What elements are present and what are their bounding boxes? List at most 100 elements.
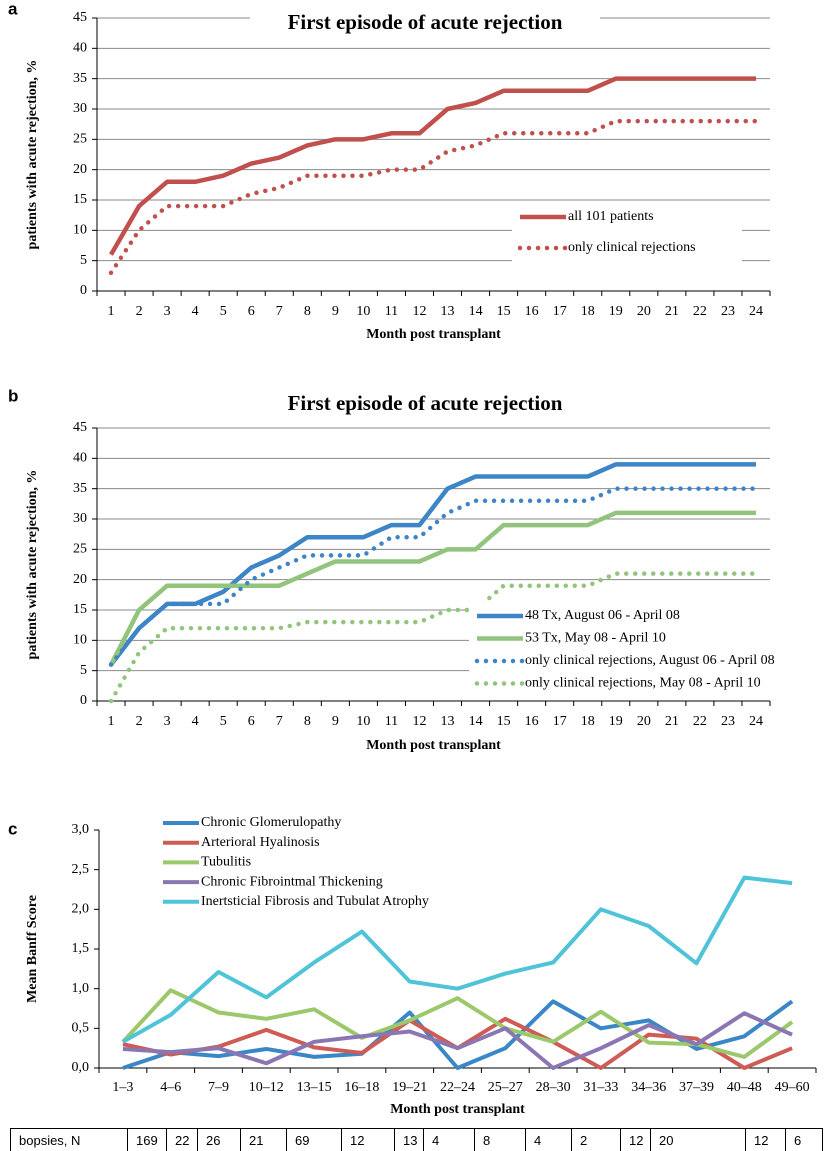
- legend-label: only clinical rejections, August 06 - Ap…: [525, 653, 775, 668]
- table-cell: 2: [571, 1128, 621, 1151]
- table-cell: 6: [785, 1128, 823, 1151]
- x-tick-label: 16: [525, 714, 539, 729]
- chart-title: First episode of acute rejection: [288, 391, 563, 415]
- table-cell: 4: [525, 1128, 572, 1151]
- x-tick-label: 1–3: [112, 1080, 133, 1095]
- y-tick-label: 15: [73, 192, 87, 207]
- x-tick-label: 11: [385, 714, 398, 729]
- table-cell: 22: [166, 1128, 198, 1151]
- y-tick-label: 30: [73, 101, 87, 116]
- legend-bg: [512, 203, 742, 269]
- legend-label: Tubulitis: [201, 855, 251, 870]
- x-tick-label: 1: [108, 304, 115, 319]
- y-axis-label: patients with acute rejection, %: [25, 470, 40, 660]
- x-tick-label: 22–24: [440, 1080, 475, 1095]
- x-tick-label: 23: [721, 304, 735, 319]
- x-tick-label: 40–48: [727, 1080, 762, 1095]
- x-tick-label: 34–36: [631, 1080, 666, 1095]
- y-tick-label: 2,0: [72, 902, 90, 917]
- y-tick-label: 40: [73, 451, 87, 466]
- legend-label: 48 Tx, August 06 - April 08: [525, 608, 680, 623]
- x-tick-label: 12: [412, 714, 426, 729]
- table-cell: 26: [197, 1128, 241, 1151]
- x-tick-label: 19–21: [392, 1080, 427, 1095]
- y-tick-label: 15: [73, 602, 87, 617]
- x-tick-label: 21: [665, 714, 679, 729]
- series-line: [108, 571, 759, 704]
- y-tick-label: 40: [73, 41, 87, 56]
- legend-bg: [469, 602, 834, 696]
- series-line: [109, 76, 756, 256]
- x-tick-label: 2: [136, 304, 143, 319]
- title-bg: [250, 10, 600, 38]
- x-tick-label: 15: [497, 714, 511, 729]
- x-tick-label: 9: [332, 714, 339, 729]
- x-tick-label: 18: [581, 714, 595, 729]
- x-tick-label: 5: [220, 304, 227, 319]
- table-cell: 4: [423, 1128, 475, 1151]
- x-tick-label: 1: [108, 714, 115, 729]
- y-tick-label: 35: [73, 71, 87, 86]
- y-tick-label: 25: [73, 542, 87, 557]
- x-tick-label: 2: [136, 714, 143, 729]
- table-cell: 8: [474, 1128, 526, 1151]
- series-line: [109, 462, 756, 666]
- y-tick-label: 5: [80, 663, 87, 678]
- x-tick-label: 7–9: [208, 1080, 229, 1095]
- y-tick-label: 5: [80, 253, 87, 268]
- legend-label: only clinical rejections, May 08 - April…: [525, 676, 761, 691]
- x-tick-label: 9: [332, 304, 339, 319]
- x-tick-label: 4–6: [160, 1080, 181, 1095]
- legend-label: Inertsticial Fibrosis and Tubulat Atroph…: [201, 894, 429, 909]
- x-tick-label: 10: [356, 714, 370, 729]
- x-tick-label: 13–15: [297, 1080, 332, 1095]
- x-tick-label: 10: [356, 304, 370, 319]
- legend-label: Chronic Glomerulopathy: [201, 815, 341, 830]
- table-cell: 20: [650, 1128, 746, 1151]
- chart-title: First episode of acute rejection: [288, 10, 563, 34]
- y-tick-label: 20: [73, 572, 87, 587]
- y-tick-label: 35: [73, 481, 87, 496]
- table-cell: 12: [620, 1128, 651, 1151]
- x-axis-label: Month post transplant: [390, 1102, 525, 1117]
- legend-label: only clinical rejections: [568, 240, 696, 255]
- x-tick-label: 21: [665, 304, 679, 319]
- series-line: [109, 510, 756, 666]
- x-tick-label: 17: [553, 714, 567, 729]
- x-tick-label: 28–30: [536, 1080, 571, 1095]
- x-tick-label: 19: [609, 304, 623, 319]
- x-axis-label: Month post transplant: [366, 738, 501, 753]
- x-tick-label: 24: [749, 714, 763, 729]
- table-cell: 13: [394, 1128, 424, 1151]
- x-tick-label: 14: [469, 714, 483, 729]
- x-tick-label: 3: [164, 304, 171, 319]
- x-tick-label: 15: [497, 304, 511, 319]
- y-tick-label: 0,0: [72, 1060, 90, 1075]
- x-tick-label: 17: [553, 304, 567, 319]
- table-cell: 69: [286, 1128, 342, 1151]
- y-tick-label: 1,0: [72, 981, 90, 996]
- y-axis-label: patients with acute rejection, %: [25, 60, 40, 250]
- table-cell: bopsies, N: [10, 1128, 128, 1151]
- y-tick-label: 0,5: [72, 1021, 90, 1036]
- y-axis-label: Mean Banff Score: [25, 895, 40, 1003]
- x-tick-label: 18: [581, 304, 595, 319]
- panel-label: b: [8, 386, 18, 405]
- x-tick-label: 16: [525, 304, 539, 319]
- x-tick-label: 7: [276, 714, 283, 729]
- x-tick-label: 49–60: [775, 1080, 810, 1095]
- x-tick-label: 13: [441, 304, 455, 319]
- x-tick-label: 14: [469, 304, 483, 319]
- x-tick-label: 16–18: [344, 1080, 379, 1095]
- x-tick-label: 22: [693, 304, 707, 319]
- x-tick-label: 37–39: [679, 1080, 714, 1095]
- legend-label: Arterioral Hyalinosis: [201, 835, 320, 850]
- y-tick-label: 3,0: [72, 822, 90, 837]
- legend-label: Chronic Fibrointmal Thickening: [201, 874, 383, 889]
- x-tick-label: 22: [693, 714, 707, 729]
- x-tick-label: 4: [192, 304, 199, 319]
- x-tick-label: 11: [385, 304, 398, 319]
- y-tick-label: 30: [73, 511, 87, 526]
- x-tick-label: 25–27: [488, 1080, 523, 1095]
